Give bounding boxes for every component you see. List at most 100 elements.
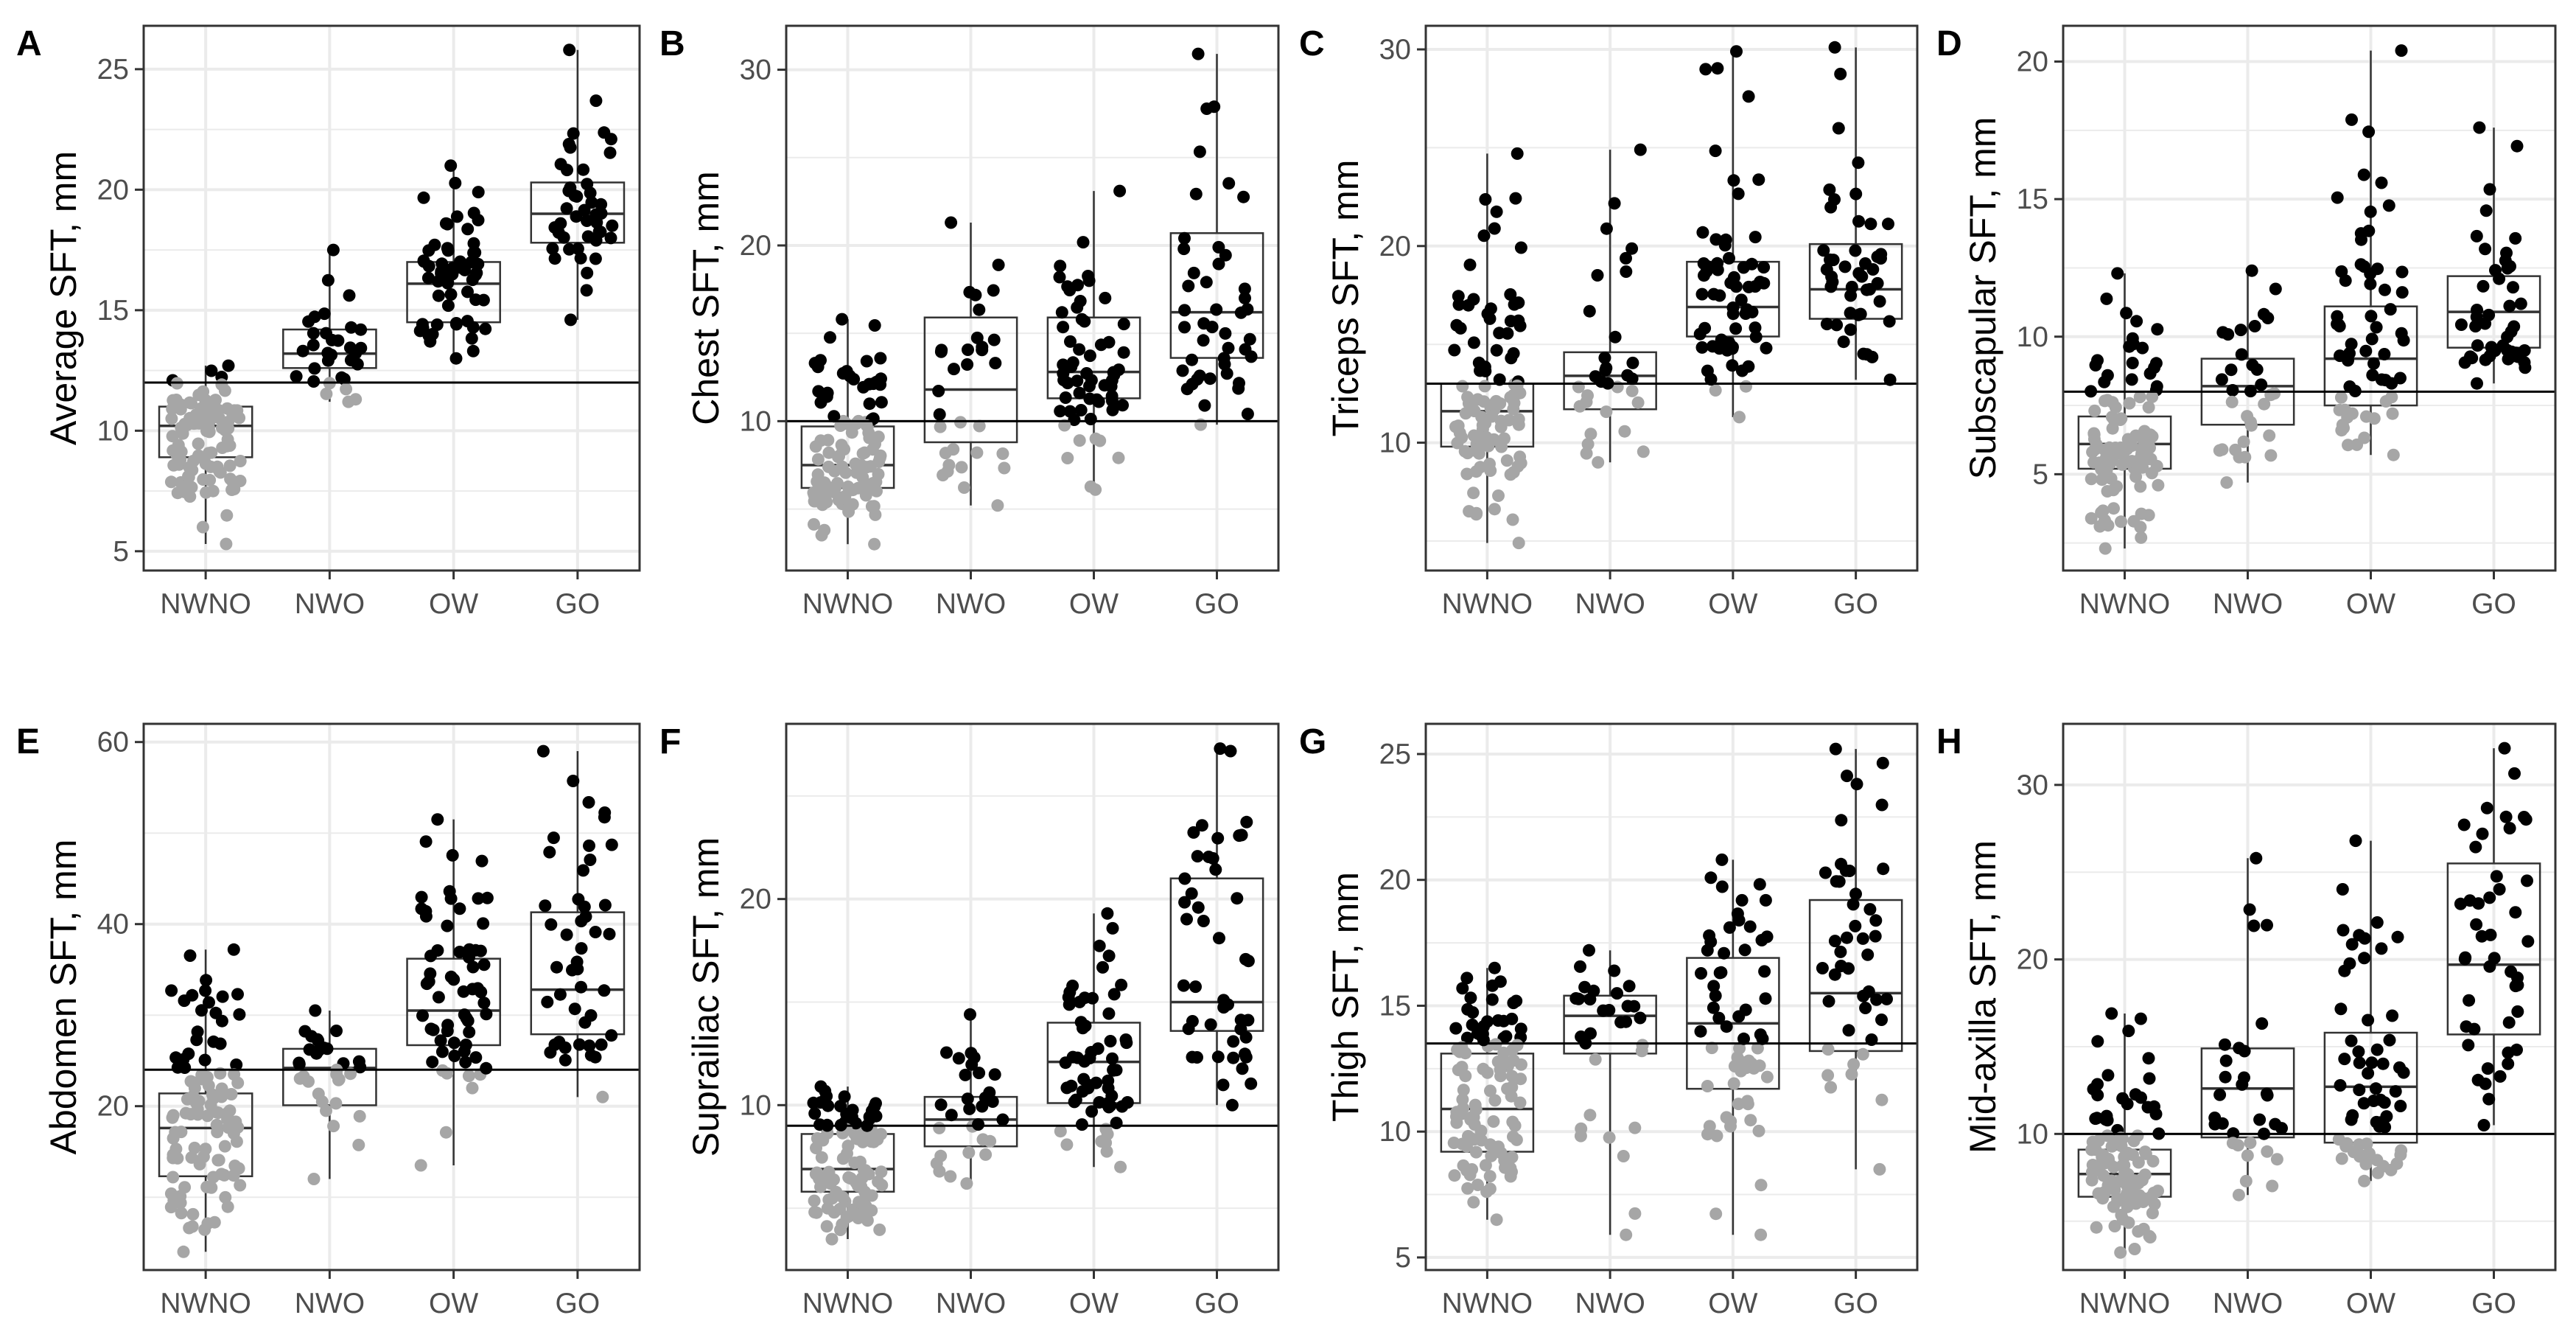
data-point — [2353, 1056, 2366, 1070]
data-point — [559, 1041, 572, 1054]
data-point — [1082, 1081, 1095, 1095]
y-axis-title: Mid-axilla SFT, mm — [1962, 840, 2003, 1154]
data-point — [1456, 982, 1469, 995]
data-point — [992, 258, 1005, 271]
data-point — [215, 1082, 228, 1095]
data-point — [167, 1109, 180, 1122]
data-point — [1635, 1044, 1648, 1058]
data-point — [603, 146, 617, 159]
data-point — [838, 1090, 851, 1103]
data-point — [2261, 312, 2275, 324]
y-axis-title: Abdomen SFT, mm — [43, 840, 84, 1155]
data-point — [1754, 1179, 1768, 1192]
data-point — [1729, 280, 1743, 293]
data-point — [1592, 456, 1605, 469]
data-point — [1083, 349, 1096, 363]
data-point — [195, 1069, 209, 1081]
data-point — [1628, 1000, 1641, 1013]
data-point — [1511, 147, 1524, 160]
data-point — [2479, 1077, 2492, 1090]
data-point — [308, 362, 321, 375]
data-point — [474, 944, 487, 957]
data-point — [1242, 1014, 1255, 1027]
y-tick-label: 60 — [97, 727, 129, 758]
data-point — [439, 1126, 452, 1139]
data-point — [2107, 502, 2120, 515]
data-point — [2244, 419, 2258, 432]
data-point — [1506, 513, 1519, 526]
data-point — [434, 1034, 447, 1047]
data-point — [1876, 756, 1889, 770]
data-point — [1749, 321, 1762, 335]
data-point — [2086, 445, 2099, 458]
data-point — [1572, 992, 1585, 1005]
data-point — [859, 1200, 872, 1213]
x-tick-label: NWNO — [2079, 588, 2170, 620]
data-point — [940, 1046, 953, 1059]
data-point — [227, 943, 240, 956]
points-ow — [2331, 44, 2410, 461]
data-point — [820, 1220, 833, 1233]
data-point — [1060, 1138, 1074, 1151]
data-point — [563, 43, 576, 57]
data-point — [1841, 931, 1853, 944]
data-point — [185, 1151, 198, 1164]
data-point — [1715, 880, 1729, 893]
data-point — [2220, 476, 2233, 489]
data-point — [1705, 1042, 1718, 1055]
data-point — [225, 1088, 238, 1100]
data-point — [1709, 144, 1722, 158]
data-point — [223, 1104, 237, 1117]
data-point — [2222, 328, 2235, 341]
data-point — [2374, 1093, 2387, 1106]
data-point — [462, 1070, 475, 1083]
data-point — [952, 1052, 965, 1065]
data-point — [560, 202, 573, 215]
data-point — [1603, 1004, 1616, 1016]
data-point — [2463, 994, 2476, 1007]
data-point — [2255, 378, 2268, 391]
data-point — [1720, 1020, 1733, 1033]
data-point — [1511, 460, 1525, 473]
data-point — [2093, 456, 2106, 470]
data-point — [1101, 907, 1114, 920]
data-point — [2521, 935, 2535, 948]
data-point — [231, 988, 244, 1001]
data-point — [2143, 1229, 2156, 1243]
panel-border — [785, 24, 1280, 572]
data-point — [1467, 486, 1480, 500]
data-point — [1116, 1100, 1129, 1113]
data-point — [2370, 916, 2384, 929]
data-point — [581, 178, 594, 191]
data-point — [1706, 340, 1719, 353]
points-go — [1176, 47, 1258, 431]
data-point — [2482, 308, 2496, 321]
data-point — [866, 443, 879, 456]
data-point — [1203, 372, 1217, 386]
data-point — [581, 214, 593, 227]
data-point — [581, 230, 595, 243]
data-point — [1479, 1159, 1492, 1172]
data-point — [554, 158, 567, 171]
data-point — [2358, 1174, 2371, 1187]
data-point — [553, 988, 567, 1001]
data-point — [1102, 1007, 1116, 1020]
data-point — [221, 1200, 234, 1213]
data-point — [828, 464, 841, 478]
data-point — [1875, 1014, 1888, 1026]
data-point — [1509, 192, 1522, 205]
data-point — [2125, 439, 2138, 453]
data-point — [2129, 1088, 2142, 1101]
box-iqr — [1563, 994, 1657, 1055]
data-point — [1239, 952, 1252, 966]
data-point — [2369, 1082, 2382, 1095]
data-point — [1212, 257, 1225, 271]
data-point — [1709, 233, 1723, 246]
data-point — [1485, 979, 1499, 992]
y-tick-label: 20 — [740, 230, 771, 262]
data-point — [1487, 1115, 1500, 1128]
data-point — [1234, 1022, 1247, 1036]
data-point — [1492, 489, 1505, 502]
data-point — [233, 1008, 246, 1021]
data-point — [1211, 831, 1225, 845]
